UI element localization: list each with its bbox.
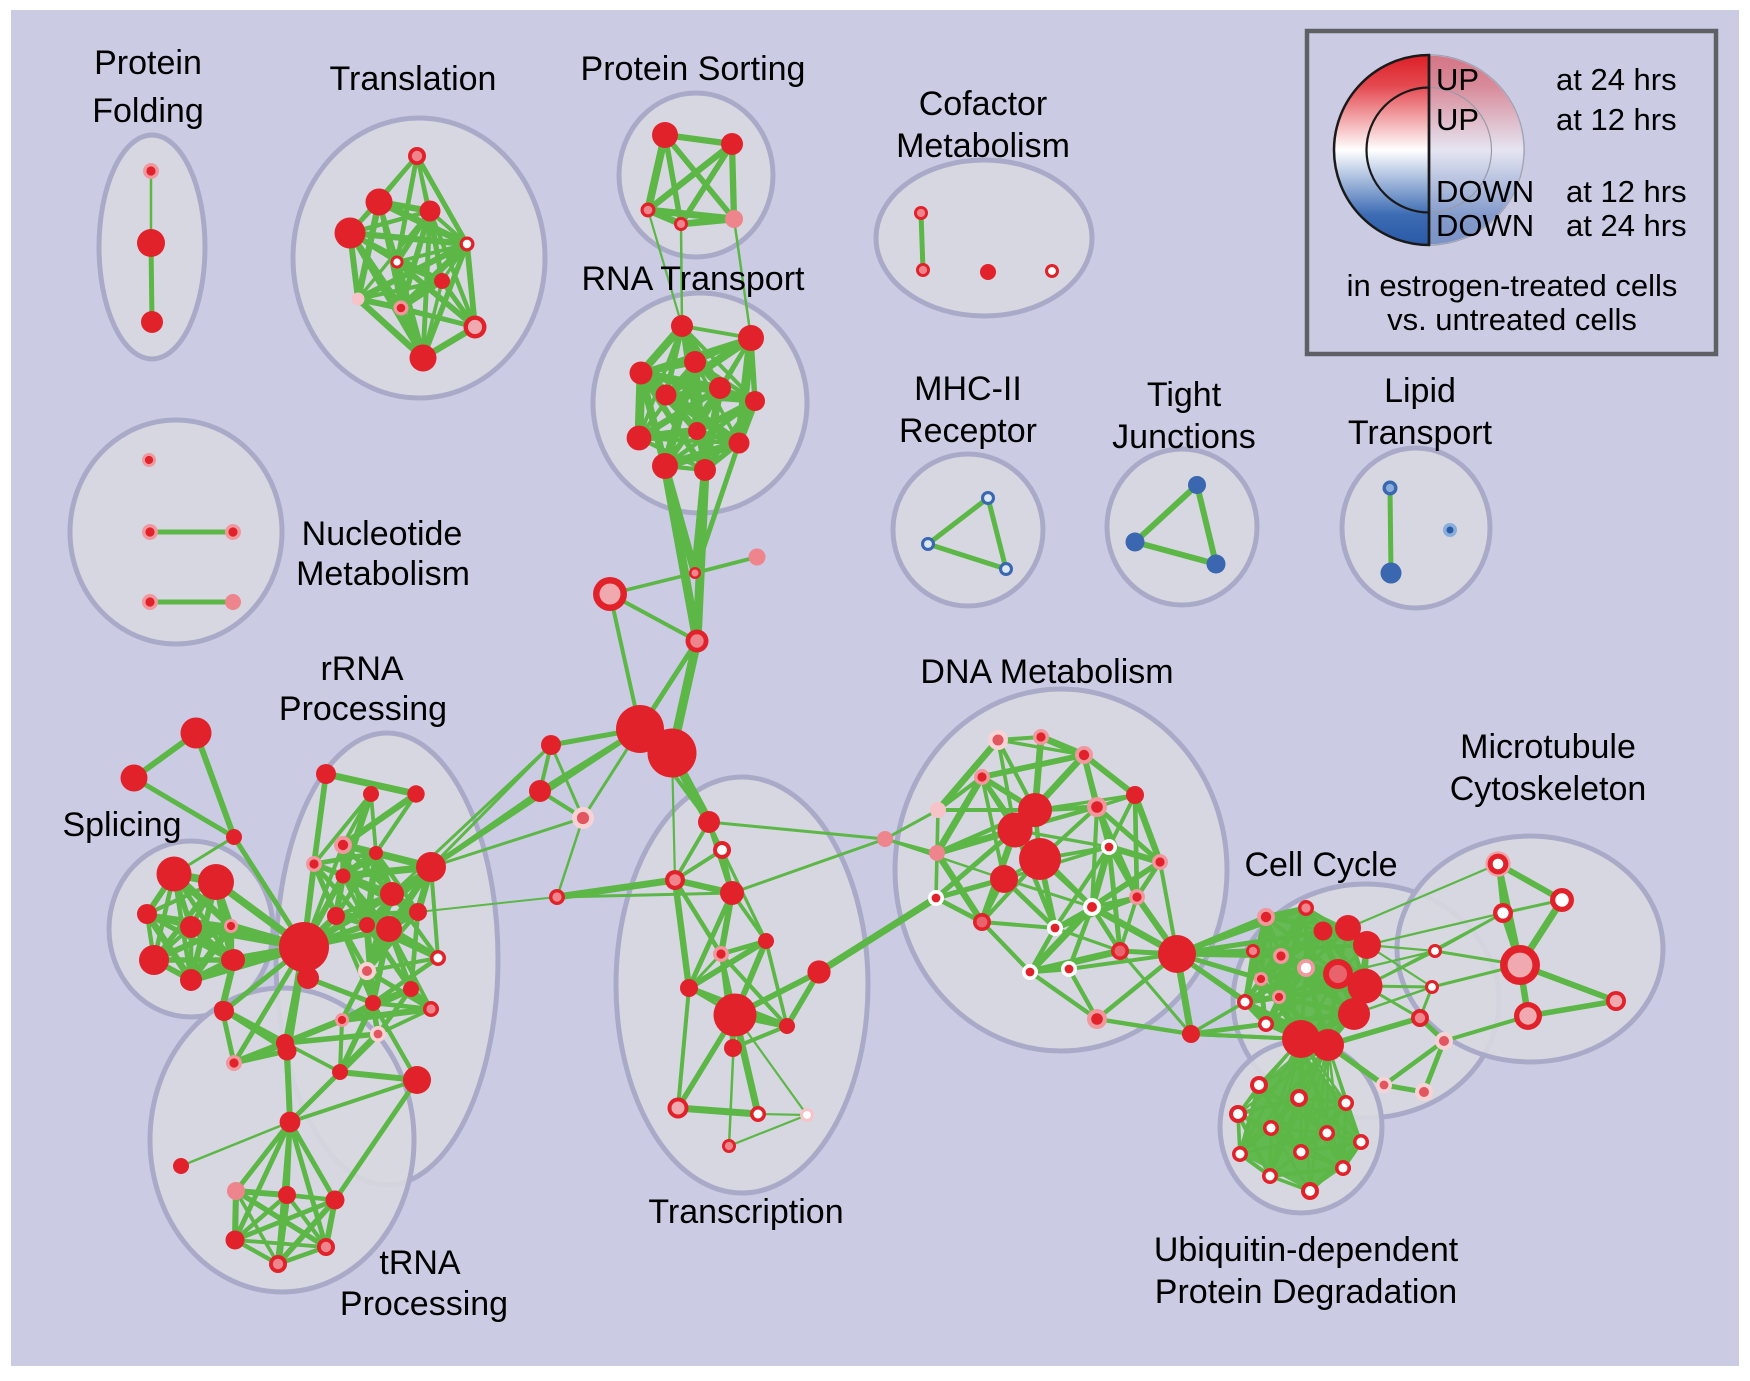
svg-text:at 12 hrs: at 12 hrs — [1556, 102, 1677, 137]
svg-text:MHC-II: MHC-II — [914, 370, 1022, 408]
svg-text:Metabolism: Metabolism — [296, 555, 470, 593]
svg-text:in estrogen-treated cells: in estrogen-treated cells — [1347, 268, 1678, 303]
svg-text:Transcription: Transcription — [648, 1193, 843, 1231]
svg-text:Protein: Protein — [94, 44, 202, 82]
svg-text:Ubiquitin-dependent: Ubiquitin-dependent — [1154, 1231, 1459, 1269]
svg-text:RNA Transport: RNA Transport — [582, 260, 806, 298]
svg-text:Processing: Processing — [340, 1285, 508, 1323]
svg-text:Receptor: Receptor — [899, 412, 1037, 450]
svg-text:Junctions: Junctions — [1112, 418, 1256, 456]
svg-text:Cofactor: Cofactor — [919, 85, 1048, 123]
svg-text:Protein Degradation: Protein Degradation — [1155, 1273, 1457, 1311]
svg-text:Metabolism: Metabolism — [896, 127, 1070, 165]
svg-text:UP: UP — [1436, 62, 1479, 97]
svg-text:Translation: Translation — [330, 60, 497, 98]
svg-text:UP: UP — [1436, 102, 1479, 137]
svg-text:vs. untreated cells: vs. untreated cells — [1387, 302, 1637, 337]
svg-text:at 24 hrs: at 24 hrs — [1566, 208, 1687, 243]
svg-text:Folding: Folding — [92, 92, 204, 130]
svg-text:Microtubule: Microtubule — [1460, 728, 1636, 766]
svg-text:tRNA: tRNA — [379, 1244, 461, 1282]
svg-text:DOWN: DOWN — [1436, 174, 1534, 209]
svg-text:DNA Metabolism: DNA Metabolism — [920, 653, 1173, 691]
svg-text:Cytoskeleton: Cytoskeleton — [1450, 770, 1647, 808]
svg-text:Processing: Processing — [279, 690, 447, 728]
svg-text:rRNA: rRNA — [320, 650, 403, 688]
svg-text:Transport: Transport — [1348, 414, 1493, 452]
svg-text:Splicing: Splicing — [62, 806, 181, 844]
svg-text:Lipid: Lipid — [1384, 372, 1456, 410]
svg-text:at 24 hrs: at 24 hrs — [1556, 62, 1677, 97]
svg-text:Tight: Tight — [1147, 376, 1222, 414]
svg-text:DOWN: DOWN — [1436, 208, 1534, 243]
svg-text:Cell Cycle: Cell Cycle — [1244, 846, 1397, 884]
svg-text:Protein Sorting: Protein Sorting — [581, 50, 806, 88]
svg-text:at 12 hrs: at 12 hrs — [1566, 174, 1687, 209]
svg-text:Nucleotide: Nucleotide — [302, 515, 463, 553]
